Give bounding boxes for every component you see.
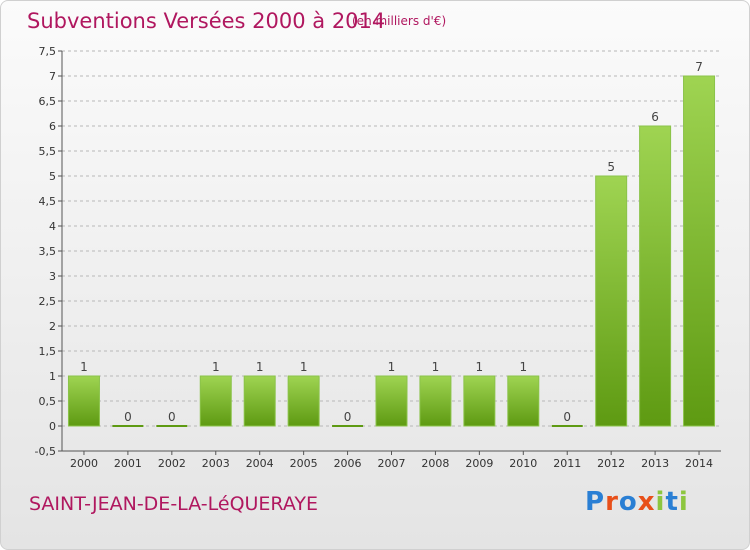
data-label: 1 (80, 360, 88, 374)
x-tick-label: 2010 (509, 457, 537, 470)
x-tick-label: 2006 (334, 457, 362, 470)
bar (595, 175, 628, 427)
y-tick-label: -0,5 (35, 445, 56, 458)
y-tick-label: 4,5 (39, 195, 57, 208)
bar (419, 375, 452, 427)
x-tick-label: 2003 (202, 457, 230, 470)
x-tick-label: 2001 (114, 457, 142, 470)
data-label: 6 (651, 110, 659, 124)
y-tick-label: 0,5 (39, 395, 57, 408)
axes: -0,5 0 0,5 1 1,5 2 2,5 3 3,5 4 4,5 5 5,5 6 6,5 7 7,5 2000… (35, 45, 721, 470)
bar (112, 425, 144, 427)
y-tick-label: 4 (49, 220, 56, 233)
data-label: 1 (519, 360, 527, 374)
bar (243, 375, 276, 427)
x-tick-label: 2008 (421, 457, 449, 470)
logo-letter: r (605, 487, 619, 517)
data-label: 0 (168, 410, 176, 424)
logo-letter: i (678, 487, 689, 517)
x-tick-label: 2007 (378, 457, 406, 470)
bar (683, 75, 716, 427)
x-tick-label: 2005 (290, 457, 318, 470)
bar (507, 375, 540, 427)
data-label: 1 (476, 360, 484, 374)
logo-letter: x (637, 487, 656, 517)
commune-name: SAINT-JEAN-DE-LA-LéQUERAYE (29, 493, 318, 515)
x-tick-label: 2013 (641, 457, 669, 470)
logo-letter: i (655, 487, 666, 517)
x-tick-label: 2004 (246, 457, 274, 470)
bar (156, 425, 188, 427)
y-tick-label: 7 (49, 70, 56, 83)
logo-letter: P (585, 487, 606, 517)
data-label: 7 (695, 60, 703, 74)
y-tick-label: 1,5 (39, 345, 57, 358)
bar (199, 375, 232, 427)
bar (551, 425, 583, 427)
bar (332, 425, 364, 427)
bar (463, 375, 496, 427)
y-tick-label: 1 (49, 370, 56, 383)
labels: 1 0 0 1 1 1 0 1 1 1 1 0 5 6 7 (80, 60, 703, 424)
proxiti-logo: Proxiti (585, 487, 689, 517)
y-tick-label: 6,5 (39, 95, 57, 108)
logo-letter: o (618, 487, 638, 517)
data-label: 1 (212, 360, 220, 374)
y-tick-label: 2 (49, 320, 56, 333)
data-label: 1 (388, 360, 396, 374)
y-tick-label: 3 (49, 270, 56, 283)
data-label: 0 (124, 410, 132, 424)
bar (375, 375, 408, 427)
x-tick-label: 2011 (553, 457, 581, 470)
y-tick-label: 2,5 (39, 295, 57, 308)
y-tick-label: 7,5 (39, 45, 57, 58)
x-tick-label: 2014 (685, 457, 713, 470)
data-label: 1 (300, 360, 308, 374)
y-tick-label: 5,5 (39, 145, 57, 158)
y-tick-label: 3,5 (39, 245, 57, 258)
y-tick-label: 5 (49, 170, 56, 183)
data-label: 0 (563, 410, 571, 424)
bars (67, 75, 716, 427)
data-label: 1 (256, 360, 264, 374)
x-tick-label: 2000 (70, 457, 98, 470)
data-label: 5 (607, 160, 615, 174)
x-tick-label: 2002 (158, 457, 186, 470)
y-tick-label: 0 (49, 420, 56, 433)
chart-subtitle: (en milliers d'€) (352, 14, 447, 28)
logo-letter: t (665, 487, 679, 517)
x-tick-label: 2009 (465, 457, 493, 470)
x-tick-label: 2012 (597, 457, 625, 470)
y-tick-label: 6 (49, 120, 56, 133)
bar (287, 375, 320, 427)
data-label: 0 (344, 410, 352, 424)
data-label: 1 (432, 360, 440, 374)
bar (639, 125, 672, 427)
bar (67, 375, 100, 427)
chart-title: Subventions Versées 2000 à 2014 (27, 9, 386, 33)
